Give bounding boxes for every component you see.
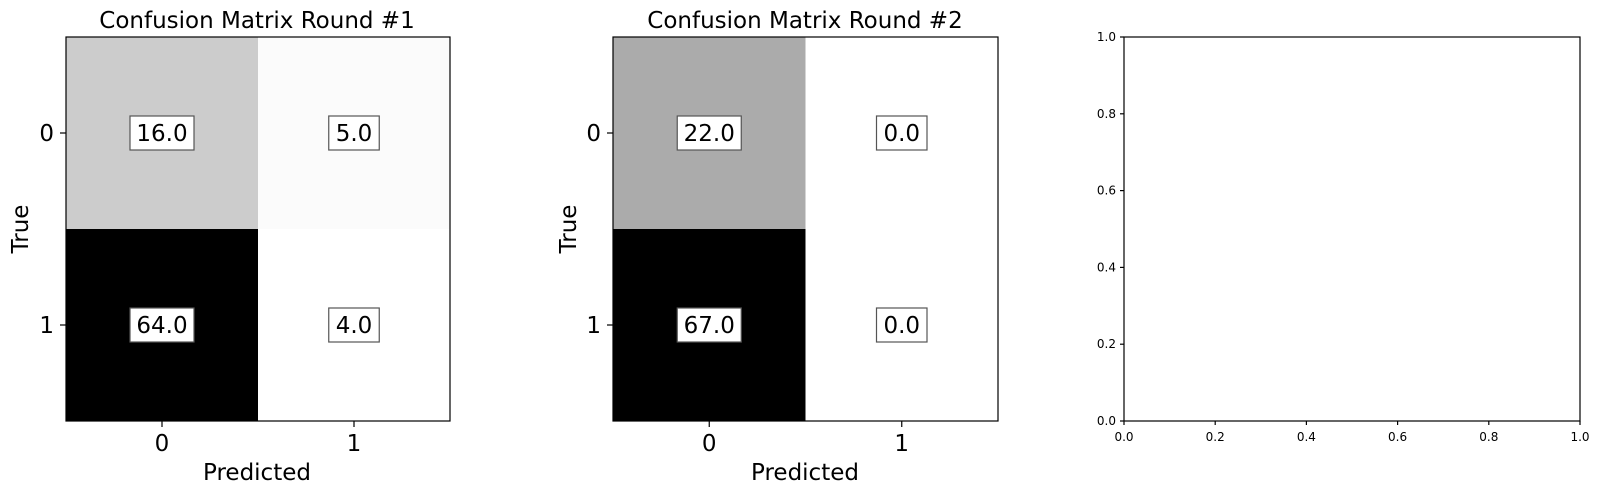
y-tick-label: 0.0 <box>1097 414 1116 428</box>
cell-label-box <box>676 307 742 343</box>
plot-frame <box>612 36 999 422</box>
confusion-matrix-2: Confusion Matrix Round #2 22.0 0.0 67.0 0.0… <box>556 8 999 486</box>
y-tick-label: 0 <box>39 121 54 147</box>
chart-title: Confusion Matrix Round #2 <box>647 8 962 34</box>
y-axis-label: True <box>8 205 34 255</box>
y-tick-label: 0.8 <box>1097 107 1116 121</box>
plot-frame <box>65 36 451 422</box>
heatmap-cells: 16.0 5.0 64.0 4.0 <box>66 37 450 421</box>
cell-value-label: 5.0 <box>336 121 373 147</box>
cell-value-label: 67.0 <box>684 313 735 339</box>
cell-label-box <box>129 307 195 343</box>
x-axis-label: Predicted <box>203 460 311 486</box>
x-tick-label: 0.8 <box>1479 430 1498 444</box>
plot-frame <box>1123 36 1581 422</box>
y-axis-label: True <box>556 205 582 255</box>
cell-label-box <box>676 115 742 151</box>
tick-marks: 0.0 0.2 0.4 0.6 0.8 1.0 0.0 0.2 0.4 0.6 0.8 1.0 <box>1097 30 1590 444</box>
cell-label-box <box>129 115 195 151</box>
y-tick-label: 0 <box>586 121 601 147</box>
x-tick-label: 0.6 <box>1388 430 1407 444</box>
tick-marks: 0 1 0 1 <box>39 121 361 457</box>
x-tick-label: 0.2 <box>1206 430 1225 444</box>
cell-value-label: 0.0 <box>883 313 920 339</box>
cell-value-label: 22.0 <box>684 121 735 147</box>
x-tick-label: 0 <box>155 431 170 457</box>
x-tick-label: 0.4 <box>1297 430 1316 444</box>
y-tick-label: 0.2 <box>1097 337 1116 351</box>
x-tick-label: 1 <box>894 431 909 457</box>
y-tick-label: 0.4 <box>1097 260 1116 274</box>
cell-value-label: 64.0 <box>136 313 187 339</box>
cell-label-box <box>328 307 380 343</box>
x-axis-label: Predicted <box>751 460 859 486</box>
y-tick-label: 0.6 <box>1097 184 1116 198</box>
tick-marks: 0 1 0 1 <box>586 121 909 457</box>
cell-value-label: 4.0 <box>336 313 373 339</box>
heatmap-cells: 22.0 0.0 67.0 0.0 <box>613 37 998 421</box>
x-tick-label: 0.0 <box>1114 430 1133 444</box>
x-tick-label: 0 <box>702 431 717 457</box>
x-tick-label: 1 <box>347 431 362 457</box>
empty-axes: 0.0 0.2 0.4 0.6 0.8 1.0 0.0 0.2 0.4 0.6 0.8 1.0 <box>1097 30 1590 444</box>
confusion-matrix-1: Confusion Matrix Round #1 16.0 5.0 64.0 4.0… <box>8 8 451 486</box>
cell-label-box <box>875 115 928 151</box>
cell-label-box <box>328 115 380 151</box>
y-tick-label: 1 <box>586 313 601 339</box>
cell-value-label: 16.0 <box>136 121 187 147</box>
y-tick-label: 1.0 <box>1097 30 1116 44</box>
x-tick-label: 1.0 <box>1570 430 1589 444</box>
cell-value-label: 0.0 <box>883 121 920 147</box>
chart-title: Confusion Matrix Round #1 <box>99 8 414 34</box>
cell-label-box <box>875 307 928 343</box>
y-tick-label: 1 <box>39 313 54 339</box>
